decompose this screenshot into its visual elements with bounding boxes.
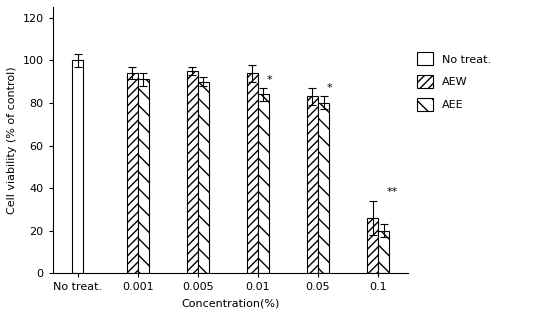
Bar: [187, 71, 198, 273]
Bar: [258, 94, 269, 273]
Legend: No treat., AEW, AEE: No treat., AEW, AEE: [417, 53, 491, 111]
Text: *: *: [267, 75, 273, 85]
Bar: [138, 79, 149, 273]
Bar: [367, 218, 378, 273]
X-axis label: Concentration(%): Concentration(%): [181, 298, 280, 308]
Bar: [307, 96, 318, 273]
Text: **: **: [387, 187, 398, 197]
Bar: [318, 103, 329, 273]
Bar: [127, 73, 138, 273]
Y-axis label: Cell viability (% of control): Cell viability (% of control): [7, 66, 17, 214]
Bar: [378, 231, 389, 273]
Bar: [198, 82, 209, 273]
Bar: [247, 73, 258, 273]
Text: *: *: [327, 83, 332, 93]
Bar: [72, 60, 83, 273]
